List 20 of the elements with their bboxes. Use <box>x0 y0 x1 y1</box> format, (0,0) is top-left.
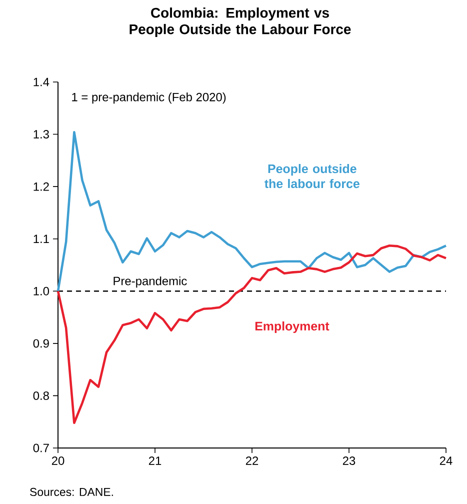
text: People outside the labour force <box>264 164 360 188</box>
source-note: Sources: DANE. <box>30 488 113 496</box>
text: Employment <box>255 321 330 334</box>
x-tick-label: 21 <box>148 456 162 465</box>
x-tick-label: 24 <box>440 456 452 465</box>
y-tick-label: 1.4 <box>34 78 50 86</box>
annotation: 1 = pre-pandemic (Feb 2020) <box>72 92 226 104</box>
x-tick-label: 20 <box>52 456 64 465</box>
y-tick-label: 0.9 <box>33 339 49 348</box>
y-tick-label: 1.2 <box>34 182 49 191</box>
ref-line-label: Pre-pandemic <box>114 276 187 288</box>
chart-title: Colombia: Employment vs People Outside the Labour Force <box>130 8 351 37</box>
line-series <box>56 244 448 424</box>
y-tick-label: 0.7 <box>33 444 49 452</box>
x-tick-label: 23 <box>342 456 356 465</box>
y-tick-label: 1.1 <box>34 234 49 243</box>
y-tick-label: 1.3 <box>34 130 49 139</box>
y-tick-label: 1.0 <box>34 286 50 296</box>
y-tick-label: 0.8 <box>33 391 49 400</box>
x-tick-label: 22 <box>246 456 258 465</box>
